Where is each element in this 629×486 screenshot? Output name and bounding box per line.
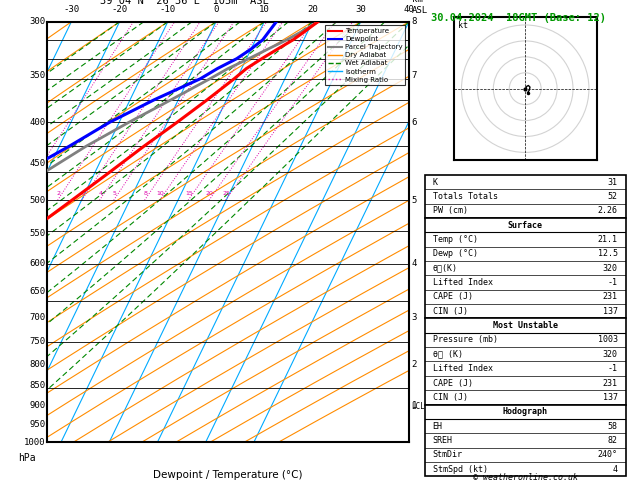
Text: 8: 8	[412, 17, 417, 26]
Text: 1000: 1000	[24, 438, 45, 447]
Text: 30: 30	[355, 5, 366, 14]
Text: StmDir: StmDir	[433, 450, 462, 459]
Text: 7: 7	[412, 71, 417, 80]
Text: 600: 600	[29, 260, 45, 268]
Text: 2: 2	[57, 191, 60, 196]
Text: Temp (°C): Temp (°C)	[433, 235, 477, 244]
Text: Pressure (mb): Pressure (mb)	[433, 335, 498, 345]
Text: CIN (J): CIN (J)	[433, 307, 467, 316]
Text: 20: 20	[307, 5, 318, 14]
Text: 82: 82	[608, 436, 618, 445]
Text: 550: 550	[29, 229, 45, 238]
Text: 39°04'N  26°36'E  105m  ASL: 39°04'N 26°36'E 105m ASL	[100, 0, 269, 6]
Text: θᴇ(K): θᴇ(K)	[433, 264, 458, 273]
Text: kt: kt	[458, 21, 468, 30]
Text: 30.04.2024  18GMT (Base: 12): 30.04.2024 18GMT (Base: 12)	[431, 13, 606, 23]
Text: Dewp (°C): Dewp (°C)	[433, 249, 477, 259]
Text: CAPE (J): CAPE (J)	[433, 379, 472, 387]
Text: Lifted Index: Lifted Index	[433, 364, 493, 373]
Text: -10: -10	[160, 5, 175, 14]
Text: 1: 1	[412, 401, 417, 410]
Text: CIN (J): CIN (J)	[433, 393, 467, 402]
Text: 900: 900	[29, 401, 45, 410]
Text: SREH: SREH	[433, 436, 453, 445]
Text: 2: 2	[412, 360, 417, 369]
Text: Most Unstable: Most Unstable	[493, 321, 558, 330]
Text: Mixing Ratio (g/kg): Mixing Ratio (g/kg)	[440, 255, 450, 335]
Text: 20: 20	[206, 191, 214, 196]
Text: hPa: hPa	[18, 453, 36, 463]
Legend: Temperature, Dewpoint, Parcel Trajectory, Dry Adiabat, Wet Adiabat, Isotherm, Mi: Temperature, Dewpoint, Parcel Trajectory…	[325, 25, 405, 86]
Text: 231: 231	[603, 379, 618, 387]
Text: 4: 4	[98, 191, 103, 196]
Text: θᴇ (K): θᴇ (K)	[433, 350, 462, 359]
Text: 850: 850	[29, 381, 45, 390]
Text: 52: 52	[608, 192, 618, 201]
Text: 10: 10	[259, 5, 270, 14]
Text: K: K	[433, 178, 438, 187]
Text: 3: 3	[81, 191, 84, 196]
Text: Totals Totals: Totals Totals	[433, 192, 498, 201]
Text: 5: 5	[113, 191, 116, 196]
Text: 240°: 240°	[598, 450, 618, 459]
Text: 500: 500	[29, 196, 45, 205]
Text: 40: 40	[403, 5, 415, 14]
Text: 700: 700	[29, 313, 45, 322]
Text: 137: 137	[603, 393, 618, 402]
Text: Hodograph: Hodograph	[503, 407, 548, 416]
Text: 320: 320	[603, 264, 618, 273]
Text: 4: 4	[412, 260, 417, 268]
Text: -1: -1	[608, 364, 618, 373]
Text: km
ASL: km ASL	[412, 0, 428, 15]
Text: 12.5: 12.5	[598, 249, 618, 259]
Text: 350: 350	[29, 71, 45, 80]
Text: Lifted Index: Lifted Index	[433, 278, 493, 287]
Text: 5: 5	[412, 196, 417, 205]
Text: LCL: LCL	[412, 402, 426, 411]
Text: 320: 320	[603, 350, 618, 359]
Text: PW (cm): PW (cm)	[433, 207, 467, 215]
Text: 21.1: 21.1	[598, 235, 618, 244]
Text: 2.26: 2.26	[598, 207, 618, 215]
Text: 450: 450	[29, 159, 45, 168]
Text: 6: 6	[412, 118, 417, 127]
Text: 950: 950	[29, 420, 45, 429]
Text: 58: 58	[608, 421, 618, 431]
Text: Dewpoint / Temperature (°C): Dewpoint / Temperature (°C)	[153, 469, 303, 480]
Text: © weatheronline.co.uk: © weatheronline.co.uk	[473, 473, 577, 482]
Text: 8: 8	[143, 191, 147, 196]
Text: -20: -20	[111, 5, 128, 14]
Text: 3: 3	[412, 313, 417, 322]
Text: 25: 25	[223, 191, 230, 196]
Text: 400: 400	[29, 118, 45, 127]
Text: -1: -1	[608, 278, 618, 287]
Text: EH: EH	[433, 421, 443, 431]
Text: 31: 31	[608, 178, 618, 187]
Text: 137: 137	[603, 307, 618, 316]
Text: CAPE (J): CAPE (J)	[433, 293, 472, 301]
Text: 231: 231	[603, 293, 618, 301]
Text: 750: 750	[29, 337, 45, 347]
Text: 300: 300	[29, 17, 45, 26]
Text: StmSpd (kt): StmSpd (kt)	[433, 465, 487, 473]
Text: 4: 4	[613, 465, 618, 473]
Text: 10: 10	[157, 191, 164, 196]
Text: -30: -30	[64, 5, 79, 14]
Text: 650: 650	[29, 287, 45, 296]
Text: 800: 800	[29, 360, 45, 369]
Text: 15: 15	[185, 191, 193, 196]
Text: 0: 0	[213, 5, 219, 14]
Text: Surface: Surface	[508, 221, 543, 230]
Text: 1003: 1003	[598, 335, 618, 345]
